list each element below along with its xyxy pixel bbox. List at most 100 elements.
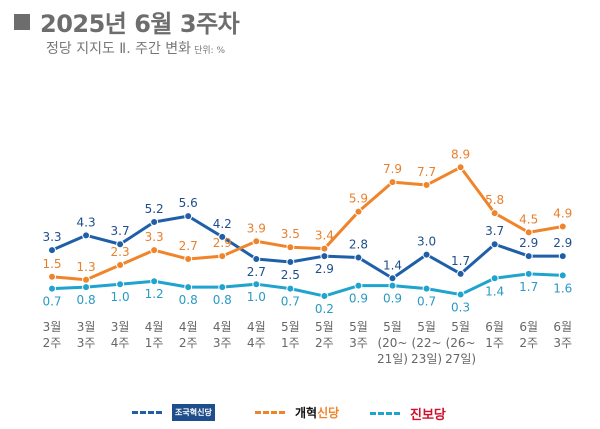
data-point [116, 260, 125, 269]
data-label: 4.5 [519, 212, 538, 226]
legend: 조국혁신당 개혁신당 진보당 [0, 404, 600, 424]
data-point [354, 281, 363, 290]
data-label: 3.4 [315, 229, 334, 243]
data-label: 0.8 [179, 293, 198, 307]
legend-item-0: 조국혁신당 [132, 404, 215, 421]
data-point [116, 240, 125, 249]
data-label: 0.7 [42, 295, 61, 309]
data-point [48, 246, 56, 255]
data-point [524, 228, 533, 237]
data-label: 3.5 [281, 227, 300, 241]
data-label: 3.7 [485, 224, 504, 238]
data-label: 2.9 [553, 236, 572, 250]
data-point [150, 218, 159, 227]
data-point [218, 232, 227, 241]
data-label: 2.8 [349, 238, 368, 252]
x-tick-label: 4월 [213, 320, 232, 334]
data-point [184, 283, 193, 292]
data-point [82, 275, 91, 284]
x-tick-label: 5월 [315, 320, 334, 334]
data-label: 0.7 [417, 295, 436, 309]
data-label: 1.5 [42, 257, 61, 271]
data-label: 5.6 [179, 196, 198, 210]
data-label: 1.0 [247, 290, 266, 304]
data-point [558, 271, 567, 280]
data-point [48, 272, 56, 281]
data-label: 0.3 [451, 301, 470, 315]
x-tick-label: 3주 [553, 336, 572, 350]
data-point [388, 274, 397, 283]
data-label: 0.7 [281, 295, 300, 309]
data-label: 1.2 [145, 287, 164, 301]
data-label: 0.8 [213, 293, 232, 307]
x-tick-label: 1주 [145, 336, 164, 350]
data-label: 1.7 [451, 254, 470, 268]
data-label: 7.7 [417, 165, 436, 179]
data-point [490, 274, 499, 283]
data-label: 4.2 [213, 217, 232, 231]
data-point [48, 284, 56, 293]
data-label: 2.9 [519, 236, 538, 250]
x-tick-label: 4주 [247, 336, 266, 350]
data-label: 5.8 [485, 193, 504, 207]
data-point [150, 246, 159, 255]
x-tick-label: (22~ [412, 336, 442, 350]
data-label: 1.4 [383, 258, 402, 272]
data-label: 4.3 [77, 215, 96, 229]
x-tick-label: 4월 [145, 320, 164, 334]
series-line-2 [51, 272, 563, 298]
data-point [524, 269, 533, 278]
data-label: 0.9 [383, 292, 402, 306]
data-label: 0.2 [315, 302, 334, 316]
legend-label-a: 개혁 [295, 406, 318, 420]
data-point [558, 222, 567, 231]
x-tick-label: 4월 [247, 320, 266, 334]
series-line-0 [51, 214, 563, 280]
x-tick-label: 5월 [281, 320, 300, 334]
data-label: 2.9 [315, 262, 334, 276]
data-label: 3.3 [145, 230, 164, 244]
x-tick-label: 3월 [111, 320, 130, 334]
data-point [456, 269, 465, 278]
legend-label: 조국혁신당 [172, 404, 215, 421]
line-chart: 3.3 4.3 3.7 5.2 5.6 4.2 2.7 2.5 2.9 2.8 1.4 3.0 1.7 3… [42, 147, 572, 366]
data-label: 1.4 [485, 284, 504, 298]
data-label: 2.7 [179, 239, 198, 253]
x-tick-label: 3월 [43, 320, 62, 334]
x-tick-label: 4월 [179, 320, 198, 334]
data-point [252, 255, 261, 264]
data-label: 8.9 [451, 147, 470, 161]
data-label: 4.9 [553, 206, 572, 220]
data-label: 0.8 [77, 293, 96, 307]
data-label: 1.6 [553, 281, 572, 295]
data-point [252, 237, 261, 246]
data-label: 3.9 [247, 221, 266, 235]
data-label: 2.9 [213, 236, 232, 250]
data-point [184, 212, 193, 221]
data-point [422, 181, 431, 190]
x-tick-label: 2주 [179, 336, 198, 350]
data-point [388, 281, 397, 290]
data-point [320, 244, 329, 253]
data-label: 2.7 [247, 265, 266, 279]
data-label: 2.3 [111, 245, 130, 259]
data-point [184, 255, 193, 264]
x-tick-label: 27일) [445, 352, 476, 366]
data-point [286, 258, 295, 266]
x-tick-label: 5월 [451, 320, 470, 334]
legend-label: 진보당 [410, 408, 446, 423]
data-label: 0.9 [349, 292, 368, 306]
x-tick-label: 2주 [519, 336, 538, 350]
data-point [388, 178, 397, 187]
x-tick-label: 5월 [417, 320, 436, 334]
data-point [218, 283, 227, 292]
legend-line-icon [370, 412, 400, 415]
x-tick-label: 3주 [349, 336, 368, 350]
data-label: 1.7 [519, 280, 538, 294]
legend-line-icon [255, 411, 285, 414]
legend-label: 개혁신당 [295, 404, 339, 421]
title-square-icon [14, 14, 30, 30]
data-point [354, 207, 363, 216]
data-label: 3.0 [417, 235, 436, 249]
x-tick-label: 1주 [485, 336, 504, 350]
